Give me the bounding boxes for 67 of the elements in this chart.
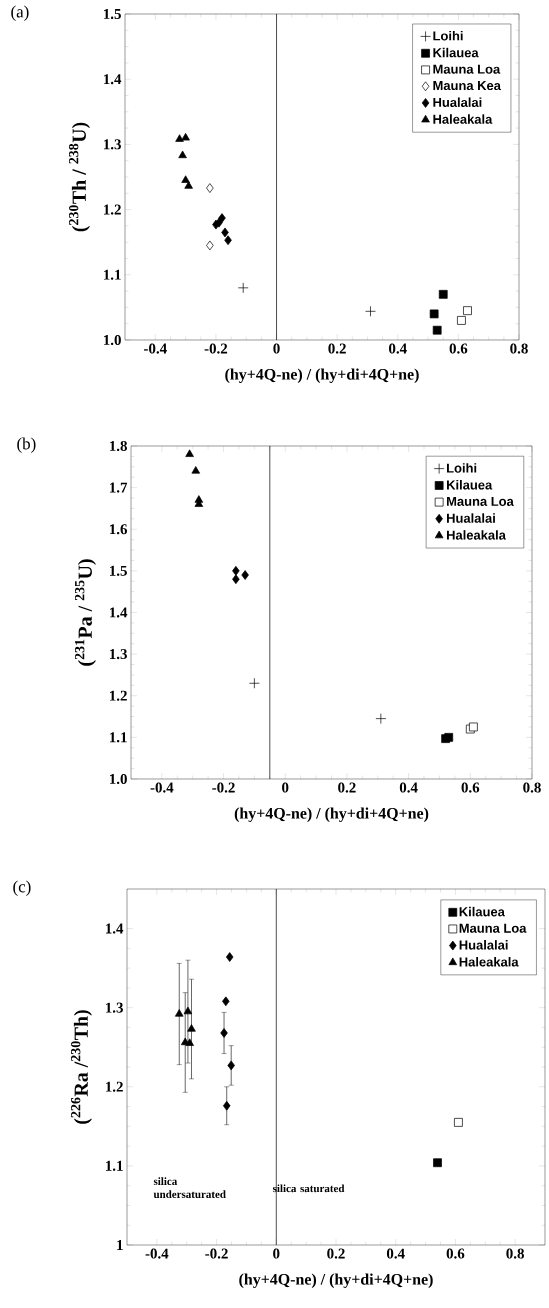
x-tick-label: 0.2	[338, 782, 356, 793]
x-axis-title: (hy+4Q-ne) / (hy+di+4Q+ne)	[234, 807, 429, 822]
x-tick-label: 0.6	[449, 343, 468, 354]
x-tick-label: 0.4	[389, 343, 407, 354]
legend-label: Loihi	[433, 30, 463, 41]
chart-title: (b)	[17, 437, 36, 453]
legend-label: Kilauea	[433, 47, 479, 58]
x-tick-label: 0.8	[510, 343, 528, 354]
x-tick-label: 0.2	[328, 343, 346, 354]
y-tick-label: 1.0	[110, 773, 127, 785]
y-axis-title: ($^{230}$Th / $^{238}$U)	[68, 122, 90, 232]
y-tick-label: 1.4	[110, 607, 128, 618]
x-tick-label: 0.6	[461, 782, 480, 793]
legend-label: Loihi	[447, 463, 477, 473]
x-tick-label: 0.8	[523, 782, 541, 793]
legend-label: Hualalai	[433, 97, 482, 107]
legend-label: Mauna Loa	[447, 496, 514, 506]
y-tick-label: 1.5	[104, 8, 121, 20]
y-tick-label: 1.1	[110, 732, 127, 743]
chart-title: (a)	[11, 5, 29, 21]
legend-label: Haleakala	[433, 114, 493, 124]
x-tick-label: 0	[273, 343, 280, 354]
y-axis-title: ($^{231}$Pa / $^{235}$U)	[74, 559, 96, 666]
x-tick-label: 0.6	[446, 1248, 465, 1259]
x-tick-label: -0.2	[205, 1248, 228, 1259]
y-tick-label: 1	[117, 1240, 123, 1250]
y-tick-label: 1.1	[106, 1160, 123, 1171]
y-tick-label: 1.4	[106, 923, 124, 934]
x-tick-label: 0.4	[386, 1248, 405, 1259]
x-tick-label: 0	[273, 1248, 280, 1259]
legend-label: Kilauea	[459, 906, 505, 917]
y-tick-label: 1.3	[110, 649, 127, 660]
y-axis-title: ($^{226}$Ra /$^{230}$Th)	[70, 1010, 92, 1124]
x-axis-title: (hy+4Q-ne) / (hy+di+4Q+ne)	[225, 368, 419, 383]
legend-label: Kilauea	[447, 480, 493, 490]
x-tick-label: 0.8	[506, 1248, 524, 1259]
y-tick-label: 1.3	[106, 1002, 123, 1013]
y-tick-label: 1.8	[110, 440, 127, 452]
x-axis-title: (hy+4Q-ne) / (hy+di+4Q+ne)	[239, 1273, 433, 1289]
chart-title: (c)	[13, 880, 31, 896]
legend-label: Mauna Loa	[459, 923, 527, 933]
legend-label: Hualalai	[459, 940, 508, 950]
annotation: silica undersaturated	[153, 1177, 226, 1199]
legend-label: Hualalai	[447, 513, 495, 523]
x-tick-label: -0.4	[145, 1248, 169, 1259]
y-tick-label: 1.5	[110, 565, 127, 576]
y-tick-label: 1.7	[110, 482, 128, 493]
y-tick-label: 1.2	[104, 204, 121, 215]
x-tick-label: -0.2	[204, 343, 228, 354]
annotation: silica saturated	[272, 1184, 345, 1193]
y-tick-label: 1.2	[106, 1081, 123, 1092]
y-tick-label: 1.6	[110, 524, 128, 535]
x-tick-label: 0.2	[327, 1248, 345, 1259]
legend-label: Mauna Loa	[433, 64, 501, 74]
y-tick-label: 1.3	[104, 139, 121, 150]
x-tick-label: -0.2	[212, 782, 235, 793]
legend-label: Haleakala	[447, 530, 506, 540]
y-tick-label: 1.1	[104, 269, 121, 280]
legend-label: Haleakala	[459, 956, 519, 967]
x-tick-label: -0.4	[150, 782, 174, 793]
y-tick-label: 1.4	[104, 74, 122, 85]
x-tick-label: 0.4	[399, 782, 418, 793]
y-tick-label: 1.0	[104, 334, 121, 346]
x-tick-label: -0.4	[144, 343, 167, 354]
legend-label: Mauna Kea	[433, 81, 501, 91]
x-tick-label: 0	[282, 782, 289, 793]
y-tick-label: 1.2	[110, 690, 127, 701]
